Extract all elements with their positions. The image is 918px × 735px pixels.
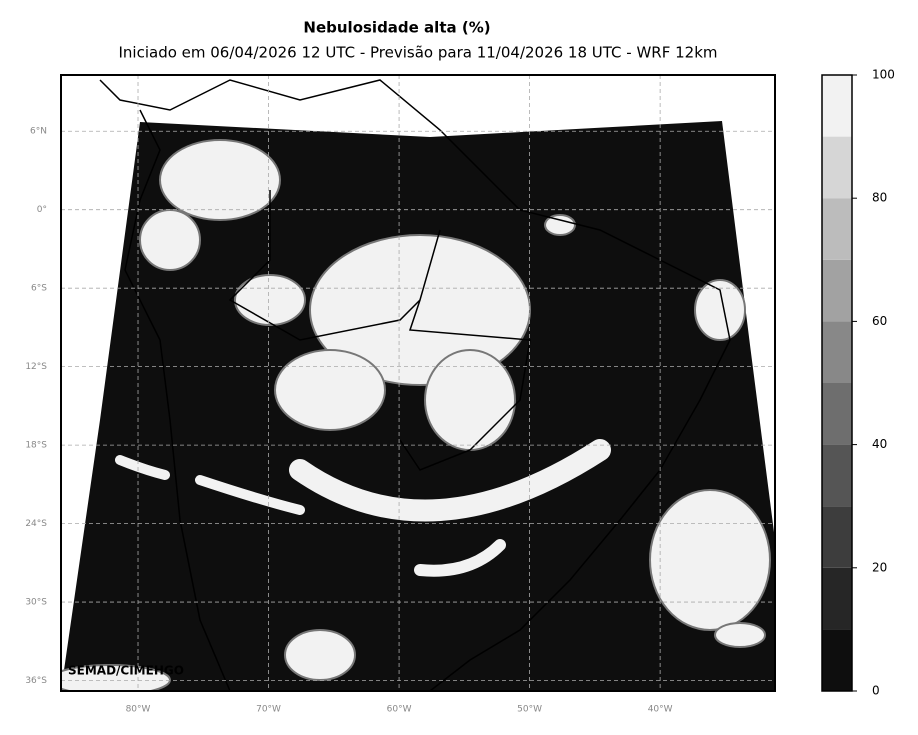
colorbar-segment bbox=[822, 383, 852, 445]
map-field bbox=[61, 79, 775, 691]
lat-tick-label: 36°S bbox=[25, 676, 47, 686]
cloud-field bbox=[61, 139, 771, 691]
colorbar-segment bbox=[822, 321, 852, 383]
lat-tick-label: 18°S bbox=[25, 441, 47, 451]
colorbar-tick-label: 80 bbox=[872, 191, 887, 205]
lon-tick-label: 80°W bbox=[126, 705, 151, 715]
colorbar-tick-label: 40 bbox=[872, 437, 887, 451]
colorbar-tick-label: 100 bbox=[872, 68, 895, 82]
colorbar-tick-label: 60 bbox=[872, 314, 887, 328]
coastline bbox=[99, 79, 731, 691]
colorbar-segment bbox=[822, 444, 852, 507]
colorbar-frame bbox=[821, 74, 853, 692]
subtitle: Iniciado em 06/04/2026 12 UTC - Previsão… bbox=[118, 44, 717, 62]
lat-tick-label: 30°S bbox=[25, 598, 47, 608]
colorbar-tick-label: 20 bbox=[872, 560, 887, 574]
colorbar-segment bbox=[822, 567, 852, 630]
colorbar-segment bbox=[822, 75, 852, 137]
lon-tick-label: 50°W bbox=[517, 705, 542, 715]
lat-tick-label: 0° bbox=[37, 205, 47, 215]
colorbar-segment bbox=[822, 506, 852, 568]
lat-tick-label: 24°S bbox=[25, 519, 47, 529]
lon-tick-label: 70°W bbox=[256, 705, 281, 715]
lat-tick-label: 6°N bbox=[30, 127, 47, 137]
map-frame bbox=[60, 74, 776, 692]
graticule: 6°N 0° 6°S 12°S 18°S 24°S 30°S 36°S 80°W 70°W 60°W… bbox=[25, 75, 775, 715]
lat-tick-label: 12°S bbox=[25, 362, 47, 372]
colorbar-segment bbox=[822, 629, 852, 691]
lon-tick-label: 40°W bbox=[648, 705, 673, 715]
watermark: SEMAD/CIMEHGO bbox=[68, 664, 184, 678]
colorbar-segment bbox=[822, 198, 852, 260]
colorbar-tick-label: 0 bbox=[872, 684, 880, 698]
colorbar-segment bbox=[822, 136, 852, 199]
colorbar: 0 20 40 60 80 100 bbox=[821, 68, 895, 698]
lat-tick-label: 6°S bbox=[31, 284, 47, 294]
colorbar-segment bbox=[822, 259, 852, 322]
cloud-bands bbox=[115, 439, 611, 577]
lon-tick-label: 60°W bbox=[387, 705, 412, 715]
title: Nebulosidade alta (%) bbox=[303, 19, 490, 37]
